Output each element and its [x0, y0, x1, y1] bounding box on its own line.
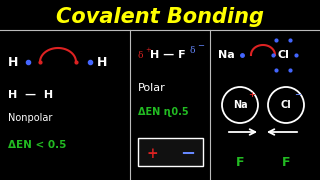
- Text: −: −: [197, 42, 204, 50]
- Text: H  —  H: H — H: [8, 90, 53, 100]
- Text: −: −: [180, 145, 196, 163]
- Text: Cl: Cl: [281, 100, 292, 110]
- Text: H: H: [8, 55, 18, 69]
- Text: +: +: [145, 46, 151, 54]
- Bar: [138, 138, 203, 166]
- Text: δ: δ: [138, 51, 143, 60]
- Text: +: +: [249, 91, 255, 99]
- Text: H: H: [97, 55, 108, 69]
- Text: Covalent Bonding: Covalent Bonding: [56, 7, 264, 27]
- Text: H — F: H — F: [150, 50, 186, 60]
- Text: Na: Na: [218, 50, 235, 60]
- Text: Cl: Cl: [278, 50, 290, 60]
- Text: +: +: [146, 147, 158, 161]
- Text: F: F: [282, 156, 290, 170]
- Text: F: F: [236, 156, 244, 170]
- Text: δ: δ: [190, 46, 196, 55]
- Text: Polar: Polar: [138, 83, 166, 93]
- Text: ΔEN < 0.5: ΔEN < 0.5: [8, 140, 66, 150]
- Text: Nonpolar: Nonpolar: [8, 113, 52, 123]
- Text: Na: Na: [233, 100, 247, 110]
- Text: −: −: [294, 91, 301, 99]
- Text: ΔEN ɳ0.5: ΔEN ɳ0.5: [138, 107, 188, 117]
